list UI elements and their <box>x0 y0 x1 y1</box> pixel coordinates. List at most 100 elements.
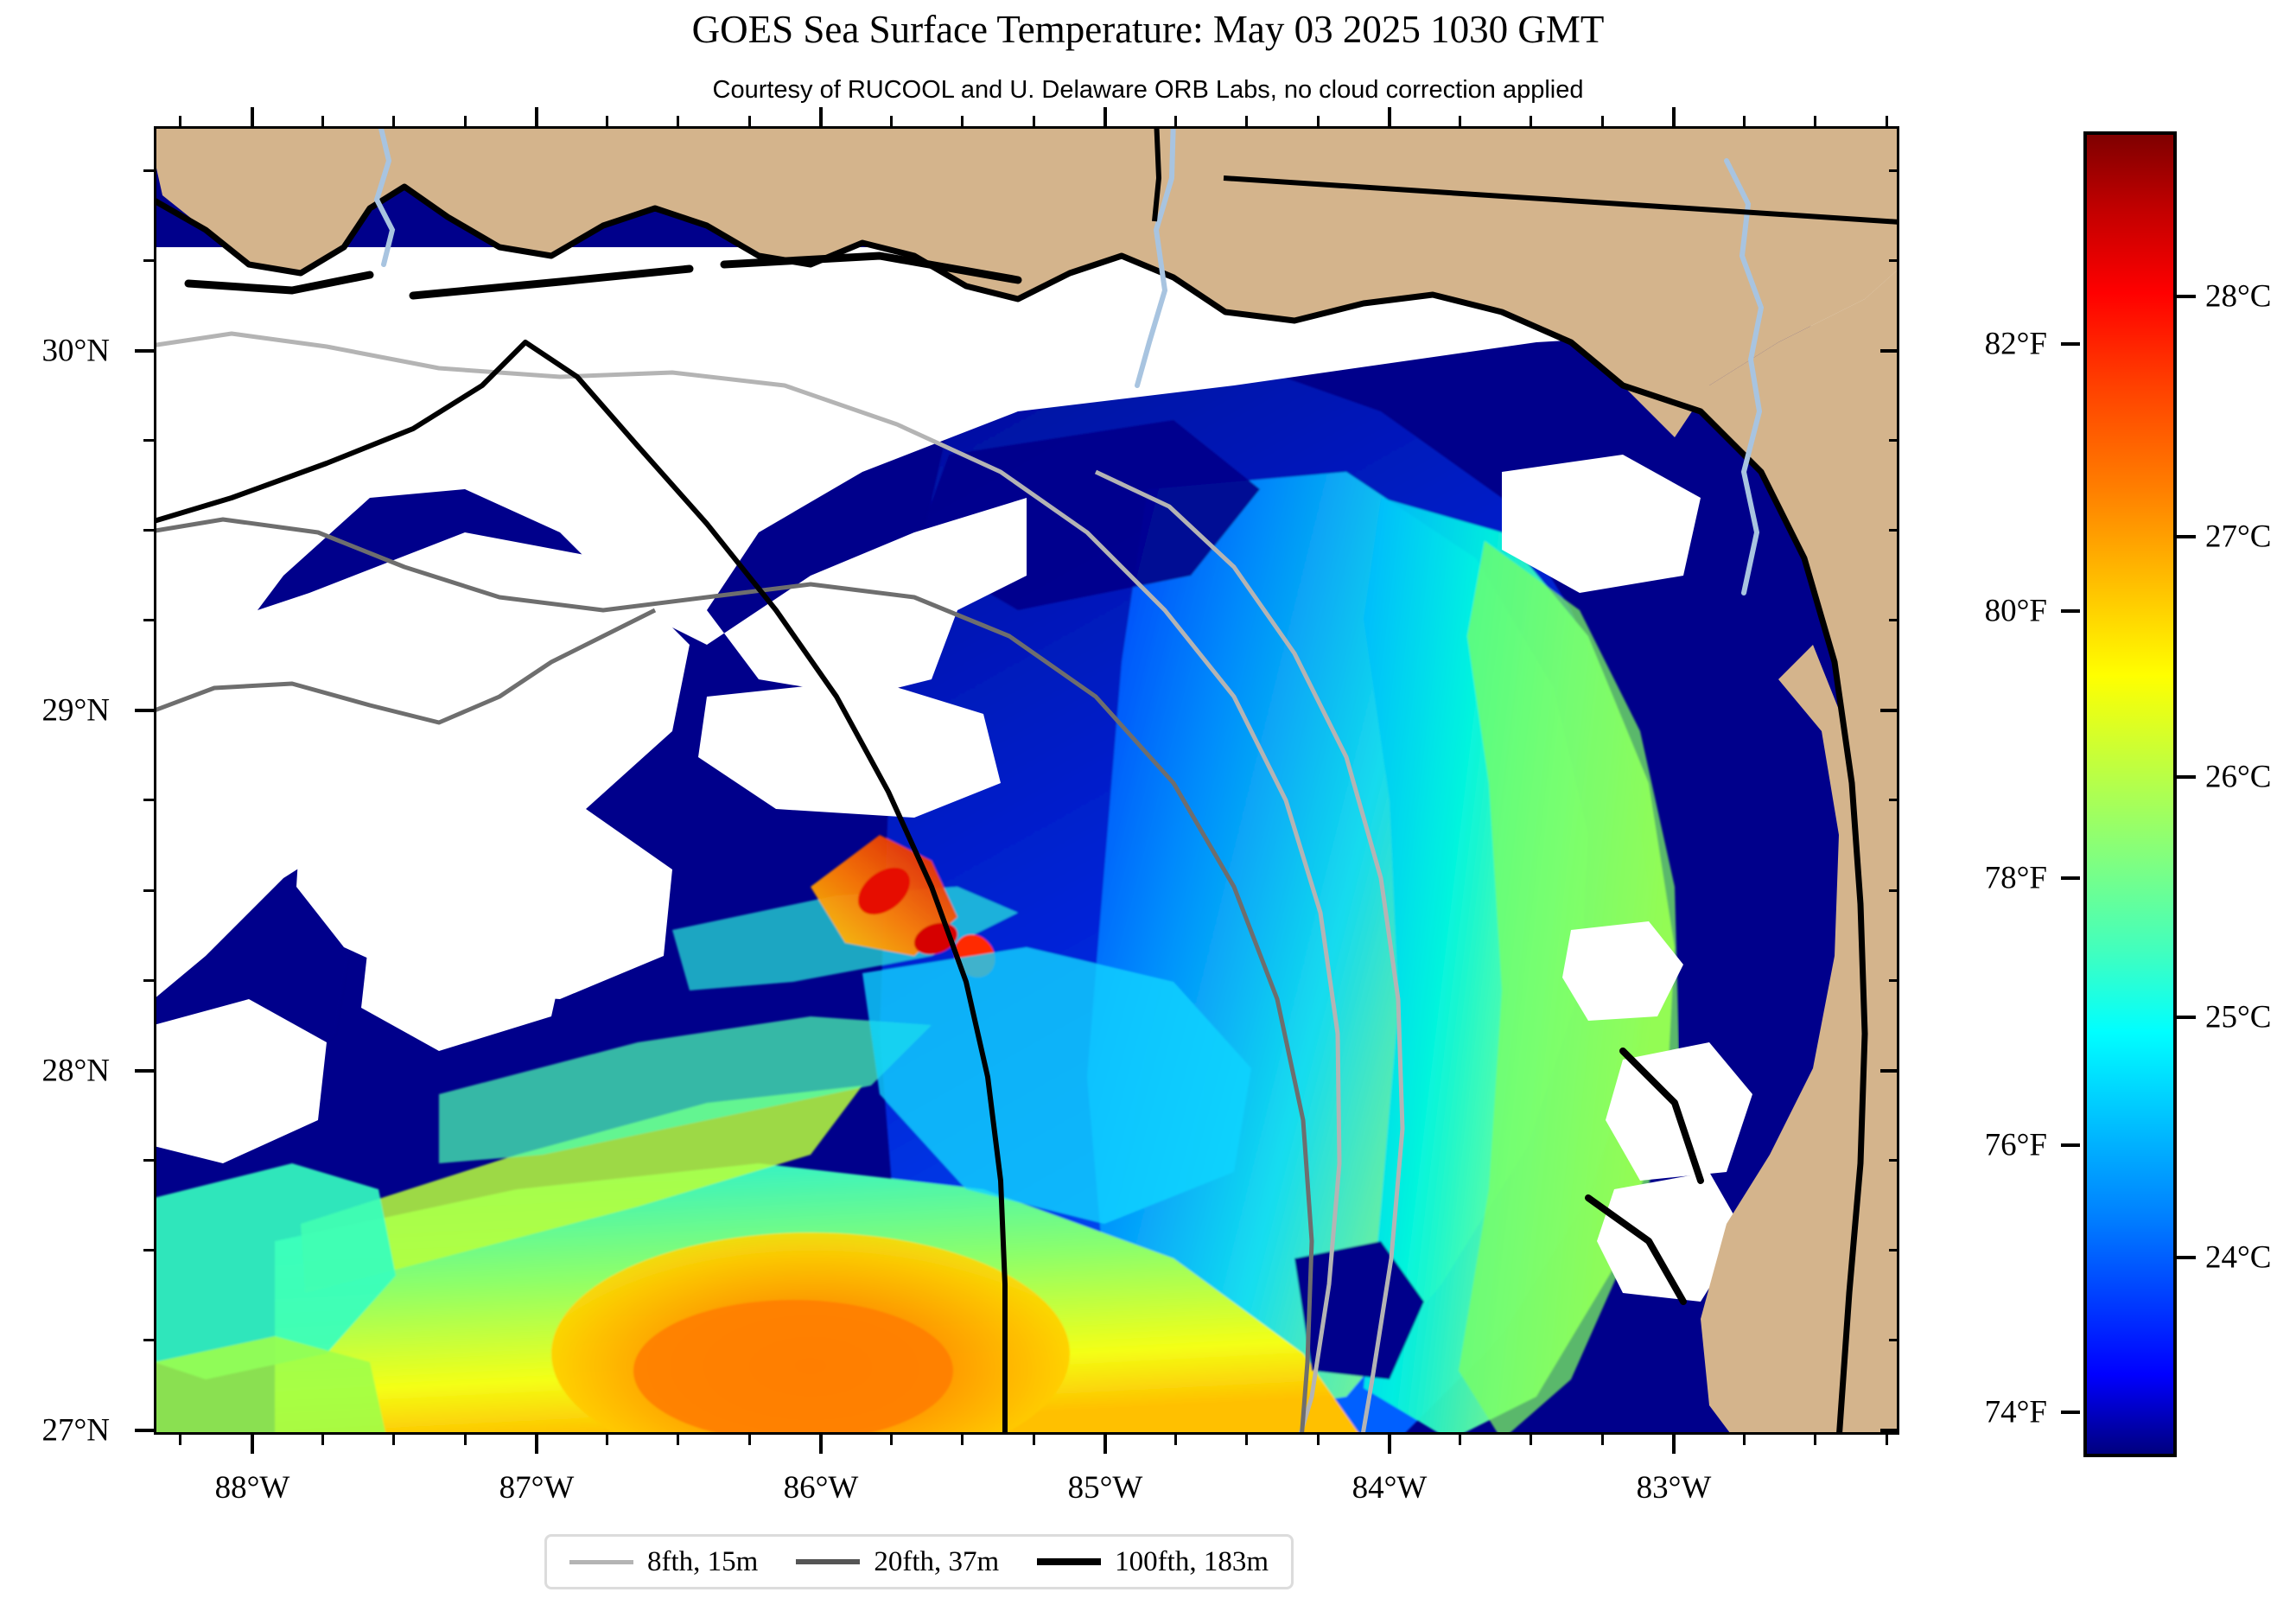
contour-8fth-main <box>156 331 1342 1432</box>
x-tick-minor <box>1317 1435 1320 1445</box>
x-tick-top-minor <box>606 116 608 126</box>
y-tick-right-minor <box>1889 1249 1899 1251</box>
x-tick-minor <box>1601 1435 1604 1445</box>
x-tick-top-minor <box>1317 116 1320 126</box>
cb-label-26c: 26°C <box>2205 759 2272 795</box>
x-tick-top-minor <box>1174 116 1177 126</box>
sarasota-keys <box>1585 1194 1687 1305</box>
cloud-patch-coast-n <box>1562 921 1683 1021</box>
cb-tick-25c <box>2177 1016 2196 1019</box>
cb-tick-78f <box>2061 876 2080 880</box>
cb-tick-24c <box>2177 1256 2196 1259</box>
y-tick-right-minor <box>1889 529 1899 532</box>
x-tick-top-minor <box>1459 116 1461 126</box>
y-tick-right-minor <box>1889 1339 1899 1341</box>
x-tick-top-minor <box>1530 116 1532 126</box>
cb-tick-28c <box>2177 295 2196 298</box>
colorbar[interactable] <box>2083 131 2177 1457</box>
legend-label-100fth: 100fth, 183m <box>1115 1545 1269 1577</box>
y-tick-major-30n <box>135 349 154 353</box>
land-gulf-coast-states <box>156 129 1897 437</box>
x-tick-minor <box>677 1435 679 1445</box>
contour-100fth-layer <box>156 340 1008 1432</box>
cb-label-76f: 76°F <box>1984 1127 2047 1163</box>
cloud-patch-c <box>698 679 1001 818</box>
y-tick-right-major <box>1880 349 1899 353</box>
cb-tick-82f <box>2061 342 2080 346</box>
x-tick-label-83w: 83°W <box>1636 1470 1712 1506</box>
y-tick-label-30n: 30°N <box>41 333 110 369</box>
land-florida-peninsula <box>1623 270 1897 1432</box>
contour-20fth-main <box>156 517 1314 1432</box>
cb-tick-74f <box>2061 1411 2080 1414</box>
cloud-patch-w <box>156 999 327 1163</box>
bathymetry-legend[interactable]: 8fth, 15m 20fth, 37m 100fth, 183m <box>544 1534 1294 1589</box>
y-tick-right-minor <box>1889 979 1899 982</box>
x-tick-top-minor <box>890 116 893 126</box>
y-tick-minor <box>143 979 154 982</box>
x-tick-top-major <box>1388 107 1391 126</box>
y-tick-minor <box>143 799 154 801</box>
y-tick-minor <box>143 1249 154 1251</box>
y-tick-label-29n: 29°N <box>41 692 110 729</box>
y-tick-right-minor <box>1889 169 1899 172</box>
y-tick-right-major <box>1880 1069 1899 1073</box>
x-tick-label-86w: 86°W <box>783 1470 859 1506</box>
legend-swatch-100fth-line <box>1037 1558 1102 1565</box>
river-mississippi <box>373 129 396 267</box>
y-tick-right-minor <box>1889 889 1899 892</box>
x-tick-major-85w <box>1103 1435 1107 1454</box>
x-tick-major-86w <box>819 1435 823 1454</box>
x-tick-minor <box>748 1435 751 1445</box>
y-tick-minor <box>143 169 154 172</box>
y-tick-minor <box>143 529 154 532</box>
legend-item-20fth[interactable]: 20fth, 37m <box>796 1546 999 1578</box>
x-tick-minor <box>1743 1435 1746 1445</box>
y-tick-label-27n: 27°N <box>41 1412 110 1449</box>
x-tick-minor <box>606 1435 608 1445</box>
coastline-layer <box>156 183 1868 1432</box>
legend-swatch-8fth-line <box>569 1559 633 1564</box>
state-border-layer <box>1152 129 1897 225</box>
x-tick-top-minor <box>1245 116 1248 126</box>
x-tick-minor <box>1530 1435 1532 1445</box>
y-tick-right-minor <box>1889 799 1899 801</box>
y-tick-minor <box>143 1339 154 1341</box>
land-florida-west <box>1701 645 1873 1432</box>
x-tick-top-minor <box>321 116 324 126</box>
x-tick-top-major <box>535 107 538 126</box>
y-tick-minor <box>143 889 154 892</box>
x-tick-minor <box>1886 1435 1888 1445</box>
cb-tick-26c <box>2177 775 2196 779</box>
map-plot-area[interactable] <box>154 126 1899 1435</box>
cb-label-25c: 25°C <box>2205 999 2272 1035</box>
y-tick-label-28n: 28°N <box>41 1053 110 1089</box>
cloud-patch-nw <box>156 532 690 997</box>
x-tick-minor <box>961 1435 964 1445</box>
river-suwannee <box>1724 158 1765 595</box>
sst-region-cold-spot-tampa <box>1294 1241 1424 1379</box>
legend-item-8fth[interactable]: 8fth, 15m <box>569 1546 758 1578</box>
x-tick-top-minor <box>1033 116 1035 126</box>
cb-label-27c: 27°C <box>2205 519 2272 555</box>
x-tick-label-87w: 87°W <box>499 1470 575 1506</box>
x-tick-minor <box>321 1435 324 1445</box>
y-tick-major-28n <box>135 1069 154 1073</box>
tampa-bay-mouth <box>1619 1048 1704 1184</box>
legend-item-100fth[interactable]: 100fth, 183m <box>1037 1546 1269 1578</box>
page-title: GOES Sea Surface Temperature: May 03 202… <box>691 8 1605 51</box>
sst-region-warm-tongue-2 <box>439 1016 932 1163</box>
x-tick-top-minor <box>748 116 751 126</box>
barrier-island-1 <box>184 271 374 295</box>
x-tick-minor <box>464 1435 467 1445</box>
y-tick-right-minor <box>1889 1159 1899 1162</box>
x-tick-label-84w: 84°W <box>1352 1470 1428 1506</box>
cb-label-78f: 78°F <box>1984 860 2047 896</box>
page-subtitle: Courtesy of RUCOOL and U. Delaware ORB L… <box>712 76 1584 104</box>
x-tick-top-minor <box>1743 116 1746 126</box>
border-al-ga <box>1152 129 1162 222</box>
x-tick-top-minor <box>392 116 395 126</box>
y-tick-right-major <box>1880 1429 1899 1432</box>
sst-region-warm-tongue-1 <box>301 1086 862 1293</box>
